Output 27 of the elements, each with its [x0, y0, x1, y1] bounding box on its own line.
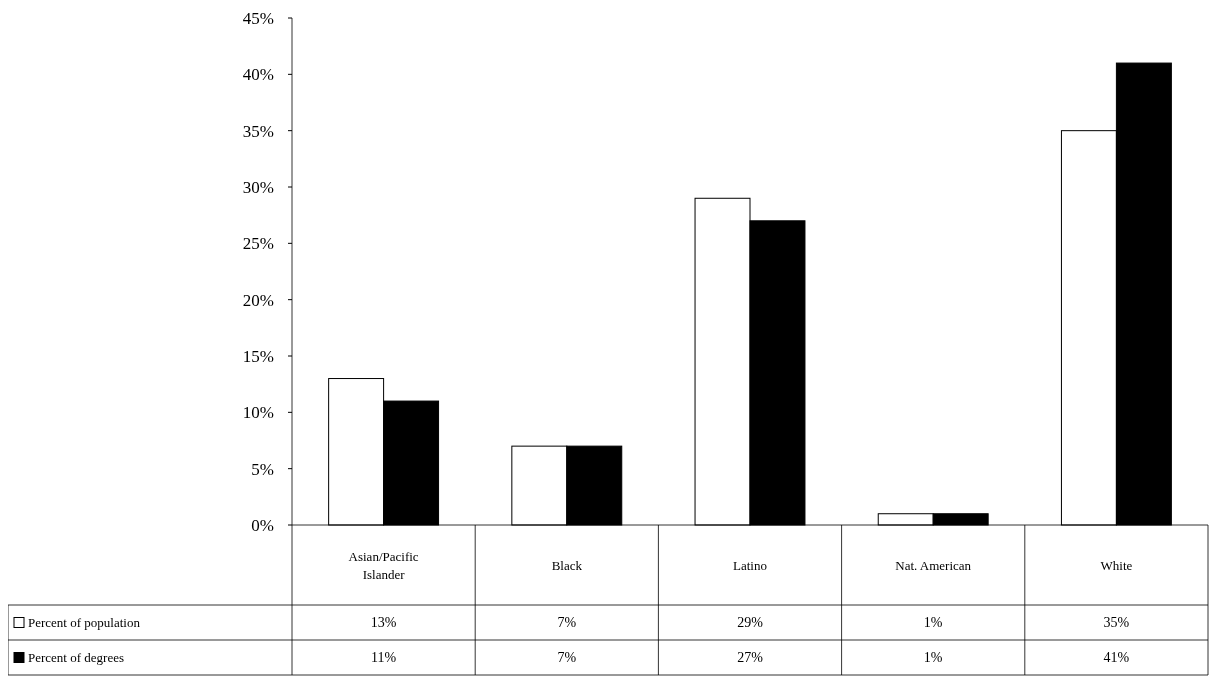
y-tick-label: 40%	[242, 65, 274, 85]
data-label: 35%	[1103, 615, 1130, 631]
y-tick-label: 45%	[242, 8, 274, 28]
y-tick-label: 15%	[242, 346, 274, 366]
x-tick-label: Asian/Pacific Islander	[348, 548, 419, 582]
x-tick-label: Latino	[733, 557, 767, 573]
x-tick-label: Nat. American	[895, 557, 972, 573]
x-tick-label: Black	[551, 557, 583, 573]
data-label: 11%	[371, 650, 397, 666]
legend-label: Percent of population	[28, 615, 141, 631]
y-tick-label: 30%	[242, 177, 274, 197]
data-label: 1%	[923, 650, 943, 666]
data-label: 29%	[737, 615, 764, 631]
data-label: 13%	[370, 615, 397, 631]
data-label: 7%	[557, 615, 577, 631]
data-label: 27%	[737, 650, 764, 666]
y-tick-label: 35%	[242, 121, 274, 141]
data-label: 41%	[1103, 650, 1130, 666]
y-tick-label: 25%	[242, 234, 274, 254]
data-label: 1%	[923, 615, 943, 631]
y-tick-label: 5%	[251, 459, 274, 479]
legend-label: Percent of degrees	[28, 650, 125, 666]
data-label: 7%	[557, 650, 577, 666]
y-tick-label: 0%	[251, 515, 274, 535]
y-tick-label: 10%	[242, 403, 274, 423]
y-tick-label: 20%	[242, 290, 274, 310]
x-tick-label: White	[1100, 557, 1133, 573]
